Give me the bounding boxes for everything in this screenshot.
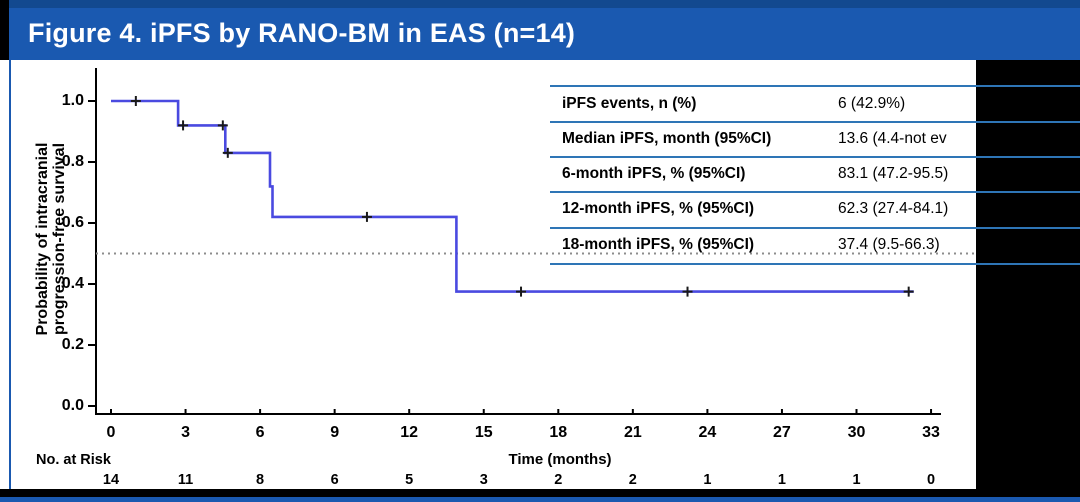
table-separator-line xyxy=(550,85,1080,87)
stat-label-18mo-ipfs: 18-month iPFS, % (95%CI) xyxy=(562,236,755,253)
stat-value-6mo-ipfs: 83.1 (47.2-95.5) xyxy=(838,165,949,182)
stat-value-18mo-ipfs: 37.4 (9.5-66.3) xyxy=(838,236,940,253)
title-bar-top-strip xyxy=(9,0,1080,8)
title-bar: Figure 4. iPFS by RANO-BM in EAS (n=14) xyxy=(9,8,1080,60)
stat-label-median-ipfs: Median iPFS, month (95%CI) xyxy=(562,130,772,147)
table-separator-line xyxy=(550,263,1080,265)
stat-value-median-ipfs: 13.6 (4.4-not ev xyxy=(838,130,947,147)
table-separator-line xyxy=(550,227,1080,229)
figure-title: Figure 4. iPFS by RANO-BM in EAS (n=14) xyxy=(28,18,576,48)
stat-label-12mo-ipfs: 12-month iPFS, % (95%CI) xyxy=(562,200,755,217)
table-separator-line xyxy=(550,156,1080,158)
x-axis-title: Time (months) xyxy=(508,451,612,468)
bottom-blue-border xyxy=(0,497,1080,502)
stat-label-6mo-ipfs: 6-month iPFS, % (95%CI) xyxy=(562,165,746,182)
stat-value-ipfs-events: 6 (42.9%) xyxy=(838,95,906,112)
right-black-panel xyxy=(976,60,1080,502)
km-survival-curve xyxy=(111,99,914,293)
table-separator-line xyxy=(550,191,1080,193)
table-separator-line xyxy=(550,121,1080,123)
left-blue-border xyxy=(9,60,11,497)
stat-label-ipfs-events: iPFS events, n (%) xyxy=(562,95,697,112)
number-at-risk-label: No. at Risk xyxy=(36,452,111,468)
top-left-black-notch xyxy=(0,0,9,60)
bottom-black-strip xyxy=(0,489,1080,497)
stat-value-12mo-ipfs: 62.3 (27.4-84.1) xyxy=(838,200,949,217)
